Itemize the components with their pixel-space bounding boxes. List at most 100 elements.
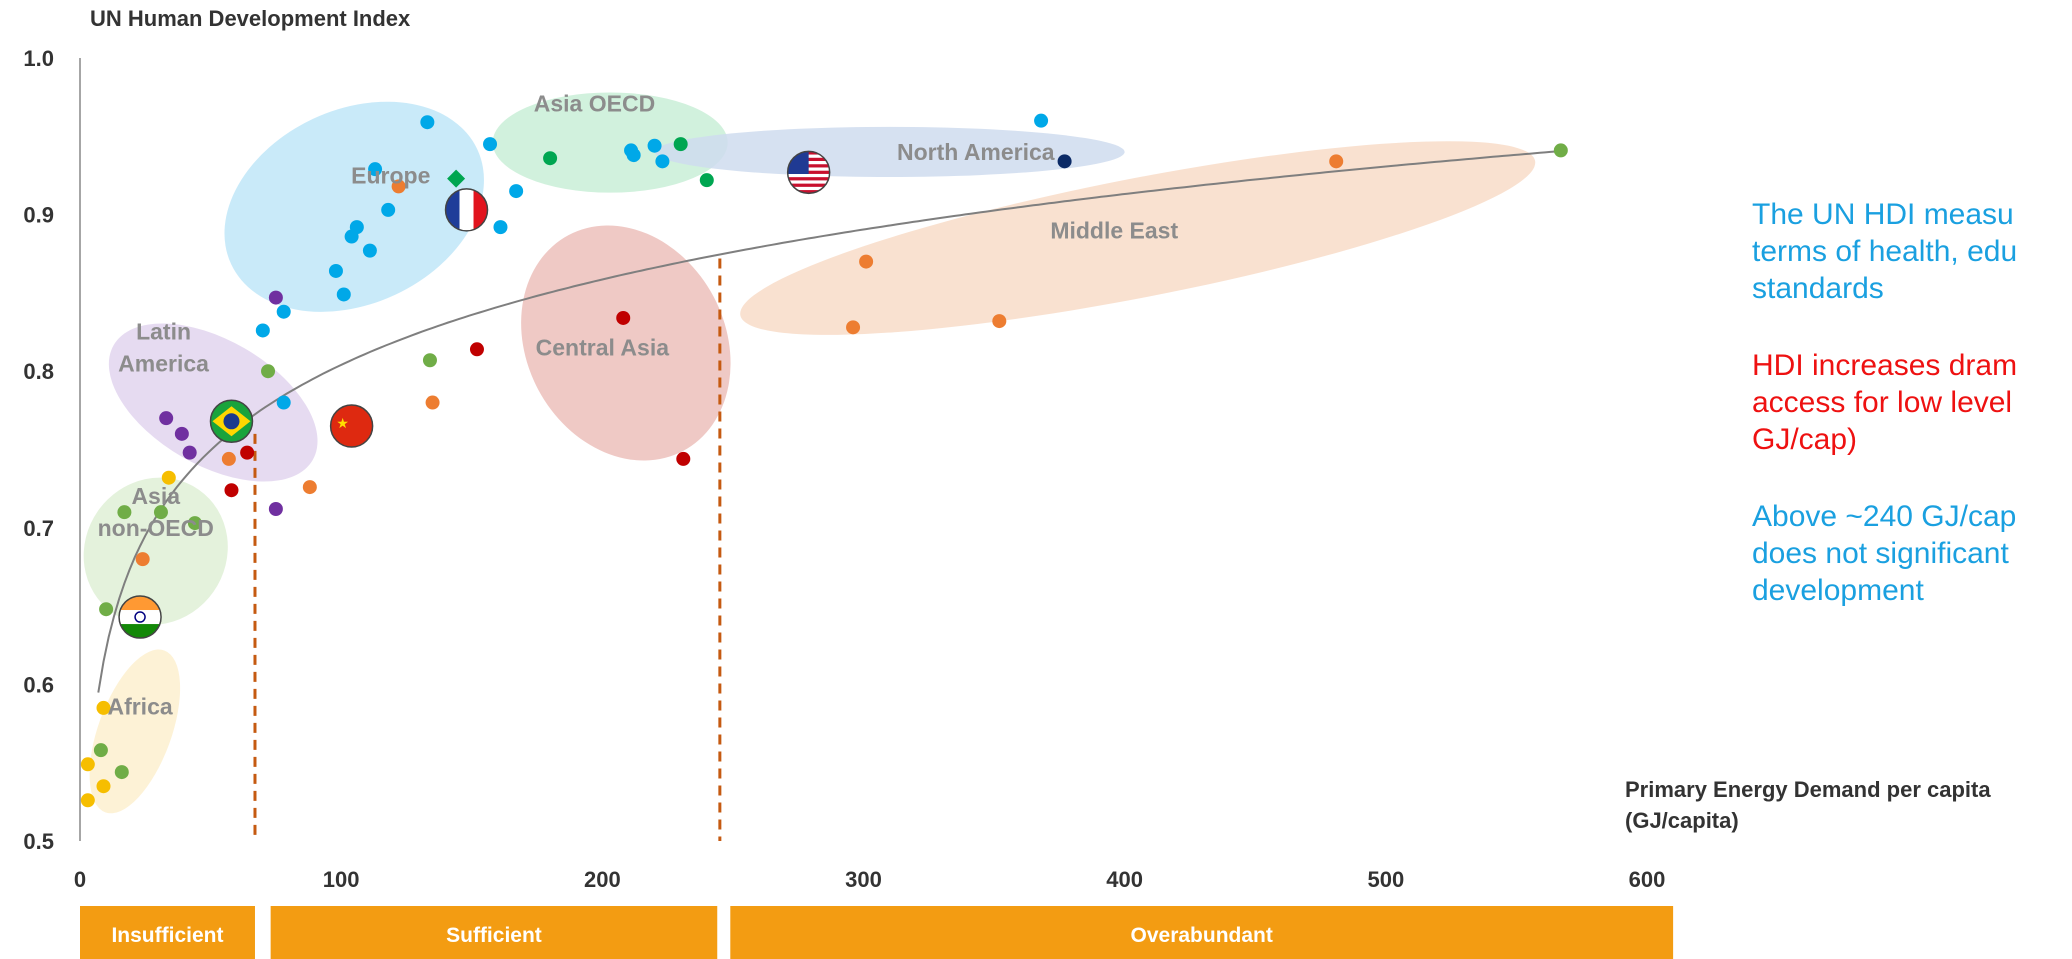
data-point-central-asia (469, 342, 484, 357)
note-line: terms of health, edu (1752, 235, 2018, 268)
band-label-insufficient: Insufficient (111, 924, 223, 947)
data-point-middle-east (846, 320, 861, 335)
region-labels: Europe Asia OECD North America Middle East C… (98, 90, 1179, 719)
flag-united-states-icon (786, 150, 831, 195)
data-point-asia-non-oecd (187, 516, 202, 531)
data-point-middle-east (859, 254, 874, 269)
note-line: does not significant (1752, 537, 2009, 570)
x-axis-title-line-1: Primary Energy Demand per capita (1625, 777, 1991, 802)
tick-labels: 0 100 200 300 400 500 600 0.5 0.6 0.7 0.8 0.9 1.0 (23, 46, 1665, 892)
data-point-europe (381, 202, 396, 217)
x-axis-title-line-2: (GJ/capita) (1625, 808, 1739, 833)
note-line: Above ~240 GJ/cap (1752, 500, 2017, 533)
data-point-europe (336, 287, 351, 302)
data-point-asia-non-oecd (261, 364, 276, 379)
data-point-middle-east (135, 552, 150, 567)
flag-france-icon (444, 188, 489, 232)
flag-india-icon (118, 595, 162, 639)
data-point-asia-non-oecd (1553, 143, 1568, 158)
data-point-asia-non-oecd (93, 743, 108, 758)
note-hdi-definition: The UN HDI measu terms of health, edu st… (1752, 196, 2072, 307)
region-ellipses (83, 92, 1536, 814)
x-tick-label: 500 (1367, 867, 1404, 892)
threshold-lines (253, 258, 722, 841)
y-tick-label: 0.7 (23, 516, 54, 541)
region-label-north-america: North America (897, 139, 1055, 165)
data-point-dark (1057, 154, 1072, 169)
note-above-threshold: Above ~240 GJ/cap does not significant d… (1752, 498, 2072, 609)
region-label-asia-non-oecd: non-OECD (98, 515, 214, 541)
note-hdi-increase: HDI increases dram access for low level … (1752, 347, 2072, 458)
region-ellipse-north-america (654, 126, 1125, 178)
data-point-africa (80, 757, 95, 772)
region-ellipse-africa (89, 649, 181, 814)
data-point-latin-america (159, 411, 174, 426)
region-label-latin-america: Latin (136, 319, 191, 345)
data-point-africa (96, 700, 111, 715)
x-tick-label: 600 (1629, 867, 1666, 892)
note-line: access for low level (1752, 386, 2013, 419)
data-point-europe (276, 395, 291, 410)
region-ellipse-central-asia (521, 225, 731, 461)
data-point-diamond (447, 169, 466, 188)
x-tick-label: 100 (323, 867, 360, 892)
svg-text:★: ★ (336, 415, 349, 431)
y-tick-label: 0.5 (23, 829, 54, 854)
data-point-europe (483, 137, 498, 152)
trend-curve (97, 150, 1561, 693)
data-point-latin-america (268, 290, 283, 305)
data-point-middle-east (391, 179, 406, 194)
region-ellipse-latin-america (108, 323, 318, 482)
data-point-europe (493, 220, 508, 235)
band-sufficient (270, 906, 718, 959)
note-line: standards (1752, 272, 1884, 305)
data-point-asia-non-oecd (99, 602, 114, 617)
x-tick-label: 200 (584, 867, 621, 892)
x-tick-label: 0 (74, 867, 86, 892)
data-point-africa (80, 793, 95, 808)
x-tick-label: 300 (845, 867, 882, 892)
note-line: HDI increases dram (1752, 349, 2018, 382)
note-line: development (1752, 574, 1924, 607)
data-point-europe (328, 263, 343, 278)
region-label-asia-non-oecd: Asia (131, 483, 180, 509)
data-point-europe (655, 154, 670, 169)
region-label-central-asia: Central Asia (536, 335, 670, 361)
data-point-europe (509, 184, 524, 199)
y-axis-title: UN Human Development Index (90, 6, 411, 31)
note-line: The UN HDI measu (1752, 198, 2014, 231)
band-overabundant (730, 906, 1674, 959)
note-line: GJ/cap) (1752, 423, 1858, 456)
data-point-asia-oecd (543, 151, 558, 166)
annotation-panel: The UN HDI measu terms of health, edu st… (1752, 196, 2072, 649)
region-ellipse-europe (224, 101, 484, 312)
data-point-asia-oecd (673, 137, 688, 152)
region-label-europe: Europe (351, 162, 430, 188)
region-ellipse-asia-oecd (492, 92, 728, 193)
data-point-asia-non-oecd (114, 765, 129, 780)
data-point-europe (349, 220, 364, 235)
x-tick-label: 400 (1106, 867, 1143, 892)
data-point-europe (276, 304, 291, 319)
data-point-europe (647, 138, 662, 153)
data-point-africa (161, 470, 176, 485)
data-point-central-asia (224, 483, 239, 498)
data-point-latin-america (268, 502, 283, 517)
data-points (80, 113, 1568, 808)
band-label-overabundant: Overabundant (1131, 924, 1273, 947)
y-tick-label: 0.8 (23, 359, 54, 384)
data-point-europe (362, 243, 377, 258)
data-point-asia-non-oecd (117, 505, 132, 520)
trend-curve-group (97, 150, 1561, 693)
y-tick-label: 0.9 (23, 203, 54, 228)
category-bands: Insufficient Sufficient Overabundant (80, 906, 1674, 959)
data-point-europe (420, 115, 435, 130)
data-point-central-asia (240, 445, 255, 460)
region-label-asia-oecd: Asia OECD (534, 90, 655, 116)
band-insufficient (80, 906, 255, 959)
region-label-africa: Africa (107, 693, 172, 719)
region-label-middle-east: Middle East (1050, 217, 1178, 243)
data-point-europe (1034, 113, 1049, 128)
data-point-middle-east (992, 314, 1007, 329)
data-point-middle-east (1329, 154, 1344, 169)
